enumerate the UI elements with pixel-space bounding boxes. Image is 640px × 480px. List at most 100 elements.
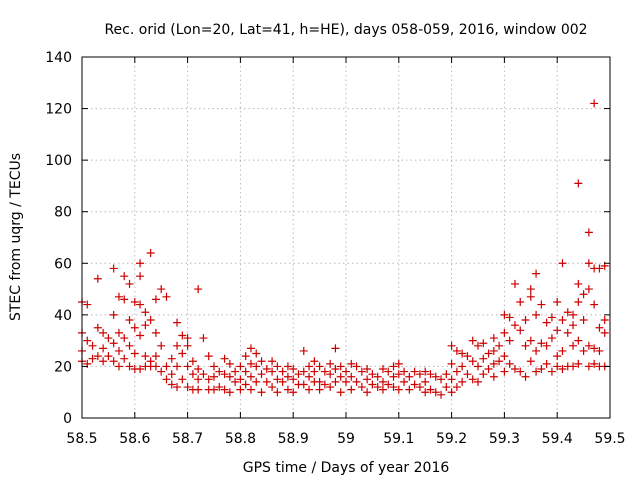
data-point: [305, 362, 314, 371]
data-point: [151, 295, 160, 304]
data-point: [305, 385, 314, 394]
data-point: [474, 377, 482, 386]
data-point: [157, 367, 166, 376]
data-point: [130, 349, 139, 358]
data-point: [458, 362, 467, 371]
data-point: [505, 313, 514, 322]
data-point: [484, 349, 493, 358]
data-point: [447, 375, 456, 384]
x-tick-label: 58.7: [172, 431, 203, 447]
data-point: [595, 264, 604, 273]
data-point: [558, 259, 567, 268]
data-point: [553, 362, 562, 371]
data-point: [305, 372, 314, 381]
data-point: [489, 346, 498, 355]
data-point: [553, 352, 562, 361]
data-point: [114, 346, 123, 355]
data-point: [278, 367, 287, 376]
data-point: [489, 359, 498, 368]
data-point: [600, 316, 609, 325]
data-point: [204, 375, 213, 384]
data-point: [188, 357, 197, 366]
data-point: [109, 339, 118, 348]
data-point: [183, 383, 192, 392]
data-point: [326, 383, 335, 392]
data-point: [579, 290, 588, 299]
data-point: [510, 279, 519, 288]
data-point: [510, 321, 519, 330]
data-point: [246, 359, 255, 368]
data-point: [231, 377, 240, 386]
data-point: [532, 367, 541, 376]
data-point: [162, 375, 171, 384]
data-point: [299, 346, 308, 355]
data-point: [569, 341, 578, 350]
data-point: [210, 372, 218, 381]
data-point: [157, 341, 166, 350]
data-point: [415, 383, 424, 392]
data-point: [88, 354, 97, 363]
data-point: [151, 362, 160, 371]
data-point: [273, 375, 282, 384]
data-point: [246, 385, 255, 394]
data-point: [347, 385, 356, 394]
data-point: [136, 272, 145, 281]
data-point: [225, 372, 234, 381]
data-point: [584, 341, 593, 350]
data-point: [336, 372, 345, 381]
data-point: [384, 367, 393, 376]
data-point: [194, 285, 203, 294]
data-point: [463, 352, 472, 361]
data-point: [437, 375, 446, 384]
data-point: [574, 359, 583, 368]
data-point: [273, 388, 282, 397]
data-point: [188, 370, 197, 379]
data-point: [109, 310, 118, 319]
data-point: [283, 372, 292, 381]
data-point: [558, 316, 567, 325]
data-point: [183, 341, 192, 350]
data-point: [595, 323, 604, 332]
data-point: [574, 297, 583, 306]
data-point: [83, 336, 92, 345]
data-point: [178, 331, 187, 340]
data-point: [431, 388, 440, 397]
data-point: [146, 248, 155, 257]
data-point: [114, 328, 123, 337]
data-point: [268, 383, 277, 392]
y-tick-label: 140: [45, 50, 72, 66]
data-point: [410, 380, 419, 389]
x-tick-label: 59: [337, 431, 355, 447]
data-point: [331, 344, 340, 353]
data-point: [241, 380, 250, 389]
axis-ticks: [81, 56, 611, 419]
data-point: [563, 308, 572, 317]
data-point: [246, 344, 255, 353]
data-point: [452, 346, 461, 355]
data-point: [363, 365, 372, 374]
data-point: [394, 385, 403, 394]
data-point: [537, 365, 546, 374]
data-point: [421, 377, 430, 386]
data-point: [452, 383, 461, 392]
data-point: [489, 372, 498, 381]
data-points: [78, 99, 609, 399]
data-point: [600, 328, 609, 337]
data-point: [447, 359, 456, 368]
data-point: [553, 297, 562, 306]
data-point: [157, 285, 166, 294]
data-point: [262, 365, 271, 374]
data-point: [125, 279, 134, 288]
data-point: [125, 316, 134, 325]
data-point: [584, 285, 593, 294]
data-point: [516, 326, 525, 335]
data-point: [173, 341, 182, 350]
data-point: [352, 362, 361, 371]
data-point: [236, 362, 245, 371]
x-tick-label: 59.2: [436, 431, 467, 447]
data-point: [526, 285, 535, 294]
data-point: [120, 354, 129, 363]
data-point: [474, 362, 482, 371]
data-point: [347, 359, 356, 368]
